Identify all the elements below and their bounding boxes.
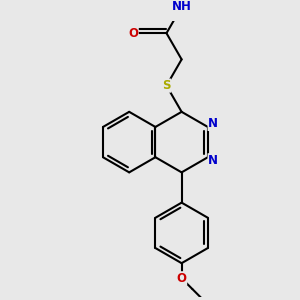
Text: N: N bbox=[208, 117, 218, 130]
Text: O: O bbox=[177, 272, 187, 285]
Text: NH: NH bbox=[172, 1, 192, 13]
Text: S: S bbox=[162, 79, 171, 92]
Text: O: O bbox=[128, 27, 138, 40]
Text: N: N bbox=[208, 154, 218, 167]
